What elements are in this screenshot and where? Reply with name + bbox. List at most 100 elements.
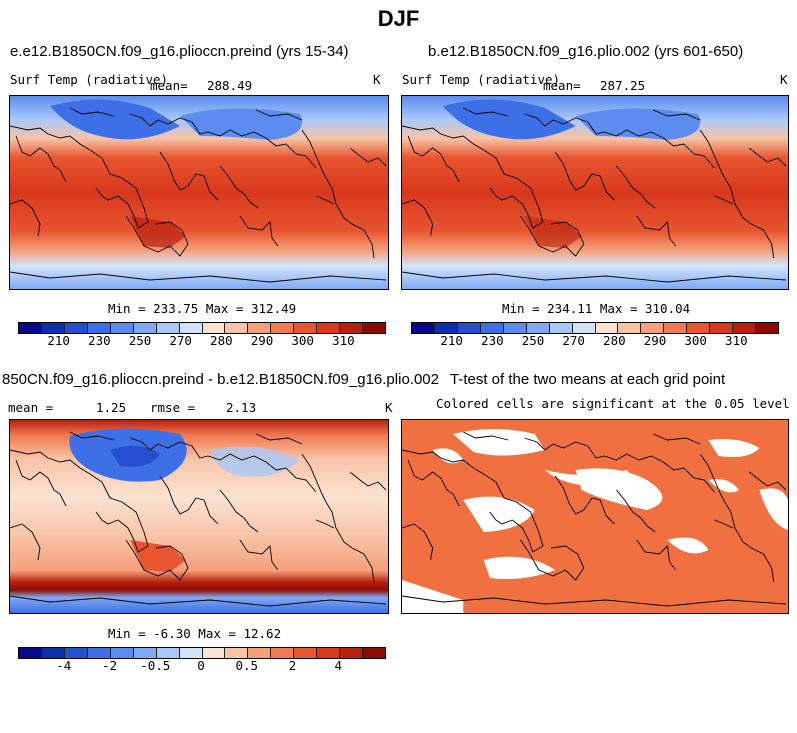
top-right-mean-label: mean= [543,78,581,93]
colorbar-swatch [133,323,157,333]
colorbar-tick-label: 250 [521,333,545,348]
colorbar-swatch [480,323,504,333]
colorbar-swatch [549,323,573,333]
colorbar-tick-label: 230 [88,333,111,348]
colorbar-swatch [756,323,778,333]
top-left-panel-title: e.e12.B1850CN.f09_g16.plioccn.preind (yr… [10,43,349,60]
colorbar-swatch [641,323,665,333]
bottom-left-mean-value: 1.25 [96,400,127,415]
top-left-units: K [373,72,381,87]
colorbar-tick-label: 0 [197,658,205,673]
colorbar-swatch [110,323,134,333]
colorbar-tick-label: 280 [603,333,626,348]
colorbar-swatch [19,323,42,333]
colorbar-swatch [64,648,88,658]
top-left-colorbar [18,322,386,334]
colorbar-tick-label: 280 [210,333,233,348]
top-right-units: K [780,72,788,87]
colorbar-tick-label: 290 [250,333,274,348]
figure-title: DJF [377,6,420,31]
colorbar-tick-label: 270 [169,333,192,348]
colorbar-swatch [271,648,295,658]
colorbar-swatch [572,323,596,333]
bottom-right-panel-title: T-test of the two means at each grid poi… [450,371,726,388]
colorbar-tick-label: 2 [288,658,297,673]
colorbar-tick-label: 270 [562,333,585,348]
colorbar-swatch [225,323,249,333]
top-right-map-plot [402,96,788,289]
bottom-left-map-plot [10,420,388,613]
top-right-stats: Min = 234.11 Max = 310.04 [502,301,691,316]
colorbar-swatch [733,323,757,333]
bottom-left-colorbar [18,647,386,659]
colorbar-tick-label: 310 [725,333,748,348]
colorbar-swatch [179,323,203,333]
colorbar-swatch [87,648,111,658]
top-left-stats: Min = 233.75 Max = 312.49 [108,301,297,316]
colorbar-swatch [294,323,318,333]
colorbar-swatch [133,648,157,658]
colorbar-swatch [363,648,385,658]
colorbar-tick-label: 290 [643,333,667,348]
colorbar-swatch [618,323,642,333]
colorbar-swatch [340,648,364,658]
colorbar-swatch [687,323,711,333]
top-left-mean-value: 288.49 [207,78,253,93]
top-right-variable-label: Surf Temp (radiative) [402,72,561,87]
colorbar-swatch [64,323,88,333]
bottom-right-map-plot [402,420,788,613]
bottom-left-stats: Min = -6.30 Max = 12.62 [108,626,282,641]
colorbar-swatch [248,323,272,333]
bottom-left-colorbar-ticks: -4 -2 -0.5 0 0.5 2 4 [18,658,384,674]
colorbar-swatch [41,323,65,333]
colorbar-swatch [664,323,688,333]
colorbar-tick-label: -2 [101,658,118,673]
top-right-panel-title: b.e12.B1850CN.f09_g16.plio.002 (yrs 601-… [428,43,744,60]
top-right-mean-value: 287.25 [600,78,646,93]
colorbar-swatch [412,323,435,333]
bottom-left-units: K [385,400,393,415]
top-left-colorbar-ticks: 210 230 250 270 280 290 300 310 [18,333,384,349]
top-right-map [401,95,789,290]
top-right-colorbar [411,322,779,334]
colorbar-swatch [317,323,341,333]
colorbar-swatch [87,323,111,333]
colorbar-swatch [19,648,42,658]
colorbar-tick-label: 300 [291,333,314,348]
top-left-variable-label: Surf Temp (radiative) [10,72,169,87]
colorbar-swatch [225,648,249,658]
colorbar-tick-label: 300 [684,333,707,348]
colorbar-swatch [294,648,318,658]
colorbar-swatch [41,648,65,658]
colorbar-tick-label: 210 [440,333,463,348]
top-left-mean-label: mean= [150,78,188,93]
colorbar-swatch [202,323,226,333]
colorbar-swatch [179,648,203,658]
colorbar-swatch [110,648,134,658]
bottom-left-mean-label: mean = [8,400,54,415]
colorbar-swatch [595,323,619,333]
bottom-left-map [9,419,389,614]
colorbar-swatch [317,648,341,658]
colorbar-tick-label: -4 [56,658,72,673]
colorbar-tick-label: 0.5 [235,658,259,673]
colorbar-swatch [248,648,272,658]
colorbar-tick-label: -0.5 [140,658,171,673]
colorbar-swatch [526,323,550,333]
colorbar-tick-label: 230 [481,333,504,348]
colorbar-swatch [710,323,734,333]
colorbar-tick-label: 210 [47,333,70,348]
colorbar-tick-label: 4 [334,658,343,673]
colorbar-swatch [457,323,481,333]
bottom-right-subtitle: Colored cells are significant at the 0.0… [436,396,790,411]
bottom-left-rmse-label: rmse = [150,400,196,415]
top-left-map [9,95,389,290]
colorbar-swatch [271,323,295,333]
colorbar-swatch [363,323,385,333]
bottom-left-rmse-value: 2.13 [226,400,257,415]
colorbar-swatch [340,323,364,333]
colorbar-tick-label: 250 [128,333,152,348]
colorbar-swatch [503,323,527,333]
bottom-right-map [401,419,789,614]
colorbar-swatch [434,323,458,333]
